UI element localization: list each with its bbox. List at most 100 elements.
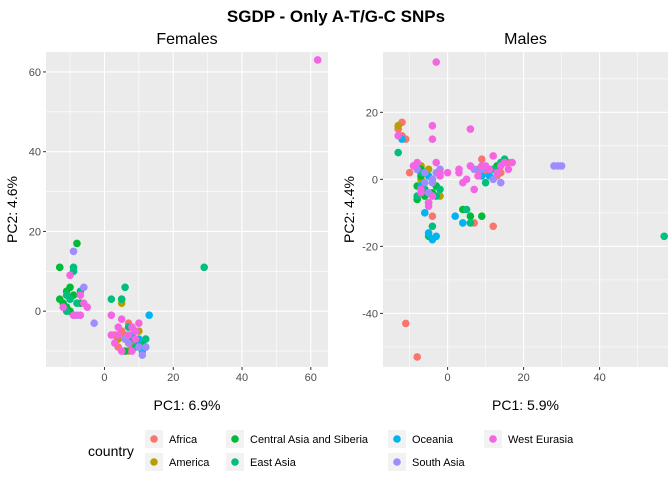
data-point <box>110 339 119 347</box>
data-point <box>76 291 85 300</box>
legend-key <box>393 435 401 443</box>
data-point <box>66 283 74 292</box>
data-point <box>466 162 475 170</box>
data-point <box>121 283 129 292</box>
data-point <box>55 263 64 272</box>
legend-title: country <box>88 443 134 459</box>
panel-title: Males <box>504 31 547 48</box>
data-point <box>436 185 444 194</box>
data-point <box>466 219 475 227</box>
y-tick-label: -20 <box>362 241 378 253</box>
legend-label: South Asia <box>412 457 465 469</box>
x-tick-label: 0 <box>101 372 107 384</box>
data-point <box>462 205 471 214</box>
data-point <box>489 222 498 231</box>
data-point <box>459 219 467 227</box>
data-point <box>500 158 509 167</box>
x-axis-label: PC1: 5.9% <box>492 397 559 413</box>
legend-key <box>150 458 158 466</box>
data-point <box>394 148 403 157</box>
data-point <box>124 339 133 347</box>
legend-item: America <box>145 453 210 471</box>
legend-item: South Asia <box>388 453 465 471</box>
data-point <box>421 178 429 187</box>
data-point <box>421 168 429 177</box>
data-point <box>428 121 437 130</box>
data-point <box>428 135 437 143</box>
legend-label: Central Asia and Siberia <box>250 434 369 446</box>
data-point <box>69 247 78 256</box>
data-point <box>470 185 479 194</box>
data-point <box>428 192 437 200</box>
data-point <box>131 335 140 343</box>
x-tick-label: 40 <box>236 372 248 384</box>
legend-key <box>231 435 239 443</box>
data-point <box>443 168 452 177</box>
data-point <box>117 347 126 355</box>
data-point <box>69 263 78 272</box>
y-tick-label: 20 <box>29 226 41 238</box>
data-point <box>138 351 147 359</box>
data-point <box>107 295 116 304</box>
data-point <box>200 263 208 272</box>
data-point <box>428 212 437 221</box>
legend-label: Oceania <box>412 434 454 446</box>
data-point <box>481 178 490 187</box>
data-point <box>114 331 123 339</box>
data-point <box>124 331 133 339</box>
data-point <box>66 271 74 280</box>
legend-item: Oceania <box>388 430 454 448</box>
legend-key <box>150 435 158 443</box>
data-point <box>504 165 513 174</box>
x-tick-label: 0 <box>445 372 451 384</box>
y-tick-label: 0 <box>35 306 41 318</box>
data-point <box>424 229 433 237</box>
data-point <box>80 283 88 292</box>
data-point <box>409 162 418 170</box>
data-point <box>402 319 410 328</box>
panel-0: 0 20 40 60 0 20 40 60 Females PC1: 6.9% PC2: 4.6% <box>4 31 328 413</box>
data-point <box>114 323 123 331</box>
data-point <box>455 168 463 177</box>
data-point <box>73 239 81 248</box>
legend-key <box>393 458 401 466</box>
legend-label: America <box>169 457 210 469</box>
data-point <box>76 311 85 319</box>
data-point <box>313 56 322 64</box>
y-tick-label: 60 <box>29 67 41 79</box>
data-point <box>432 232 441 241</box>
data-point <box>451 212 460 221</box>
data-point <box>135 343 143 351</box>
legend-key <box>489 435 497 443</box>
data-point <box>478 155 486 164</box>
y-tick-label: 0 <box>372 174 378 186</box>
panel-title: Females <box>156 31 217 48</box>
legend-label: West Eurasia <box>508 434 574 446</box>
data-point <box>466 212 475 221</box>
data-point <box>485 165 494 174</box>
data-point <box>478 212 486 221</box>
legend-label: East Asia <box>250 457 297 469</box>
y-tick-label: 20 <box>366 107 378 119</box>
data-point <box>141 343 150 351</box>
x-axis-label: PC1: 6.9% <box>154 397 221 413</box>
data-point <box>557 162 566 170</box>
data-point <box>117 315 126 323</box>
panel-background <box>383 52 668 367</box>
data-point <box>493 168 501 177</box>
data-point <box>432 158 441 167</box>
y-axis-label: PC2: 4.6% <box>4 176 20 243</box>
data-point <box>428 178 437 187</box>
panel-1: 0 20 40 -40 -20 0 20 Males PC1: 5.9% PC2: 4.4% <box>341 31 668 413</box>
legend-label: Africa <box>169 434 198 446</box>
data-point <box>489 175 498 184</box>
data-point <box>432 58 441 66</box>
data-point <box>413 353 422 361</box>
y-tick-label: 40 <box>29 147 41 159</box>
panel-background <box>46 52 328 367</box>
data-point <box>436 172 444 180</box>
data-point <box>394 131 403 140</box>
